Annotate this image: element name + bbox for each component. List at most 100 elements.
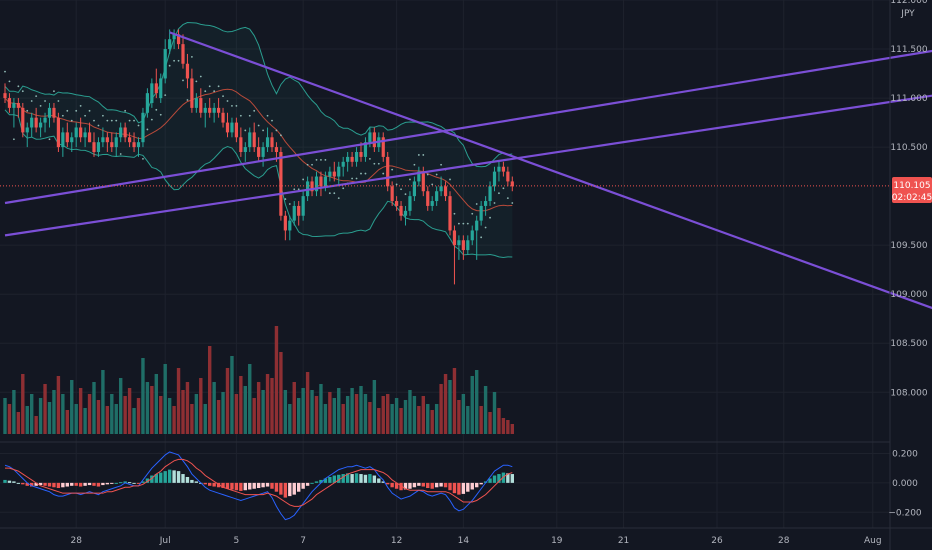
candle[interactable] — [395, 196, 399, 211]
candle[interactable] — [443, 181, 448, 202]
candle[interactable] — [492, 166, 497, 192]
candle[interactable] — [172, 29, 176, 50]
candle[interactable] — [248, 127, 252, 153]
candle[interactable] — [217, 98, 221, 118]
candle[interactable] — [154, 68, 158, 99]
candle[interactable] — [25, 122, 29, 148]
candle[interactable] — [337, 161, 341, 187]
candle[interactable] — [39, 117, 43, 138]
candle[interactable] — [501, 161, 505, 177]
candle[interactable] — [319, 171, 323, 197]
candle[interactable] — [190, 68, 194, 113]
candle[interactable] — [386, 152, 390, 192]
candle[interactable] — [408, 191, 412, 216]
candle[interactable] — [332, 161, 336, 182]
candle[interactable] — [225, 112, 230, 138]
candle[interactable] — [372, 127, 376, 153]
candle[interactable] — [79, 117, 83, 143]
candle[interactable] — [92, 132, 96, 157]
candle[interactable] — [52, 102, 56, 123]
candle[interactable] — [3, 83, 7, 103]
candle[interactable] — [141, 107, 145, 148]
candle[interactable] — [185, 53, 190, 89]
candle[interactable] — [194, 93, 198, 113]
candle[interactable] — [399, 201, 403, 221]
candle[interactable] — [43, 112, 47, 133]
candle[interactable] — [283, 210, 287, 241]
candle[interactable] — [145, 88, 149, 118]
candle[interactable] — [279, 147, 283, 221]
candle[interactable] — [470, 225, 474, 246]
candle[interactable] — [497, 161, 501, 182]
candle[interactable] — [208, 98, 212, 118]
candle[interactable] — [448, 191, 452, 236]
candle[interactable] — [74, 122, 78, 148]
candle[interactable] — [123, 122, 127, 143]
candle[interactable] — [466, 235, 470, 255]
candle[interactable] — [430, 196, 434, 211]
candle[interactable] — [47, 102, 52, 128]
candle[interactable] — [350, 152, 354, 167]
candle[interactable] — [243, 142, 247, 162]
candle[interactable] — [70, 132, 74, 153]
time-axis[interactable]: 28 Jul 5 7 12 14 19 21 26 28 Aug — [70, 536, 881, 546]
candle[interactable] — [199, 88, 203, 118]
candle[interactable] — [181, 34, 185, 69]
candle[interactable] — [163, 39, 167, 84]
candle[interactable] — [265, 127, 270, 153]
candle[interactable] — [128, 132, 132, 148]
candle[interactable] — [297, 201, 301, 226]
candle[interactable] — [212, 102, 216, 123]
candle[interactable] — [56, 112, 60, 153]
candles[interactable] — [3, 29, 514, 285]
candle[interactable] — [132, 132, 136, 153]
candle[interactable] — [461, 235, 465, 260]
candle[interactable] — [257, 137, 261, 162]
candle[interactable] — [21, 102, 25, 138]
candle[interactable] — [484, 196, 488, 216]
candle[interactable] — [61, 127, 65, 157]
candle[interactable] — [119, 122, 123, 143]
candle[interactable] — [252, 122, 256, 153]
candle[interactable] — [114, 132, 118, 157]
candle[interactable] — [136, 137, 141, 157]
candle[interactable] — [176, 29, 181, 50]
candle[interactable] — [363, 137, 368, 162]
candle[interactable] — [16, 98, 20, 118]
candle[interactable] — [101, 127, 105, 148]
candle[interactable] — [412, 176, 416, 202]
candle[interactable] — [403, 205, 408, 226]
candle[interactable] — [110, 132, 114, 153]
candle[interactable] — [479, 201, 483, 226]
candle[interactable] — [96, 137, 101, 157]
candle[interactable] — [488, 181, 492, 206]
candle[interactable] — [510, 176, 514, 192]
price-axis[interactable]: 112.000 111.500 111.000 110.500 109.500 109.0… — [890, 0, 927, 398]
candle[interactable] — [341, 156, 345, 177]
candle[interactable] — [381, 132, 385, 162]
trendline[interactable] — [4, 91, 932, 237]
candle[interactable] — [203, 102, 207, 128]
candle[interactable] — [435, 186, 439, 206]
candle[interactable] — [261, 142, 265, 167]
candle[interactable] — [328, 166, 332, 182]
candle[interactable] — [426, 186, 430, 211]
candle[interactable] — [65, 122, 69, 148]
candle[interactable] — [12, 98, 16, 128]
candle[interactable] — [314, 171, 319, 197]
candle[interactable] — [87, 122, 92, 143]
candle[interactable] — [234, 117, 238, 143]
candle[interactable] — [354, 147, 359, 167]
candle[interactable] — [230, 117, 234, 138]
candle[interactable] — [34, 107, 38, 133]
candle[interactable] — [457, 235, 461, 260]
candle[interactable] — [417, 166, 421, 187]
trendline[interactable] — [4, 46, 932, 205]
candle[interactable] — [452, 225, 457, 285]
candle[interactable] — [288, 215, 292, 241]
candle[interactable] — [30, 112, 34, 138]
candle[interactable] — [7, 93, 12, 113]
candle[interactable] — [301, 191, 305, 221]
